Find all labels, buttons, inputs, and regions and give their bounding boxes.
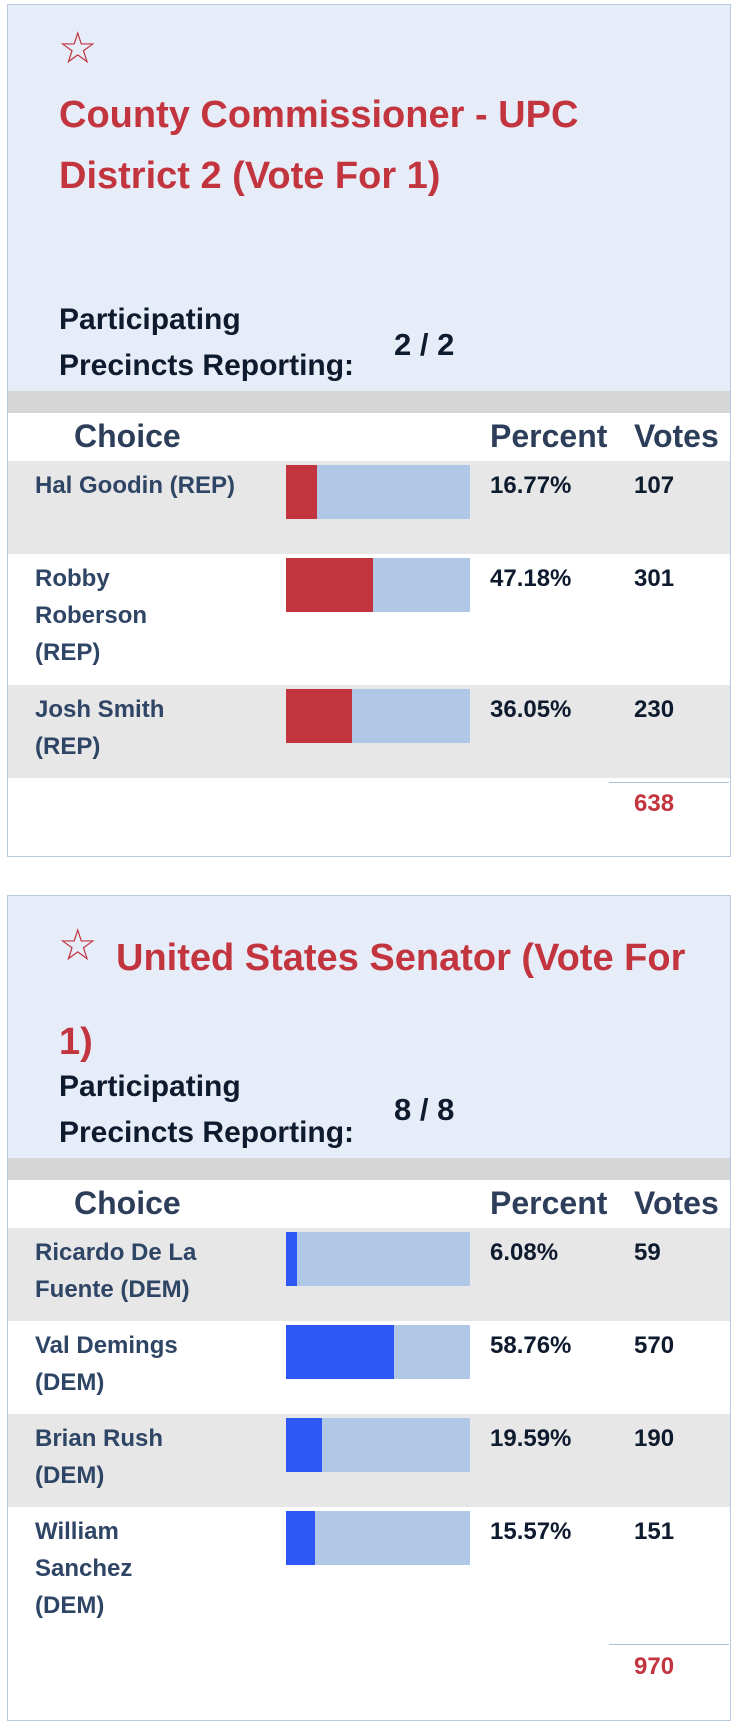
header-divider: [8, 391, 730, 413]
candidate-name: Brian Rush (DEM): [35, 1425, 164, 1489]
table-row: Robby Roberson (REP) 47.18% 301: [8, 554, 730, 685]
race-header: ☆ County Commissioner - UPC District 2 (…: [8, 5, 730, 391]
candidate-votes: 190: [634, 1425, 675, 1452]
header-divider: [8, 1158, 730, 1180]
candidate-percent: 47.18%: [490, 565, 572, 592]
vote-share-bar: [286, 558, 470, 612]
vote-share-bar: [286, 1325, 470, 1379]
candidate-percent: 36.05%: [490, 696, 572, 723]
table-row: Brian Rush (DEM) 19.59% 190: [8, 1414, 730, 1507]
candidate-name: Hal Goodin (REP): [35, 472, 235, 499]
precincts-reporting-value: 8 / 8: [394, 1092, 455, 1127]
race-title: United States Senator (Vote For 1): [59, 937, 686, 1063]
table-row: William Sanchez (DEM) 15.57% 151: [8, 1507, 730, 1638]
candidate-percent: 19.59%: [490, 1425, 572, 1452]
candidate-votes: 301: [634, 565, 675, 592]
column-header-votes: Votes: [634, 418, 719, 454]
vote-share-bar: [286, 689, 470, 743]
vote-share-fill: [286, 1325, 395, 1379]
candidate-name: Robby Roberson (REP): [35, 565, 148, 666]
candidate-name: Ricardo De La Fuente (DEM): [35, 1239, 197, 1303]
candidate-name: Val Demings (DEM): [35, 1332, 178, 1396]
race-header: ☆ United States Senator (Vote For 1) Par…: [8, 896, 730, 1158]
precincts-reporting-value: 2 / 2: [394, 327, 455, 362]
column-header-votes: Votes: [634, 1185, 719, 1221]
column-header-choice: Choice: [74, 1185, 181, 1221]
vote-share-fill: [286, 1511, 315, 1565]
candidate-votes: 570: [634, 1332, 675, 1359]
vote-share-fill: [286, 689, 353, 743]
candidate-percent: 16.77%: [490, 472, 572, 499]
vote-share-bar: [286, 1511, 470, 1565]
vote-share-fill: [286, 558, 373, 612]
vote-share-fill: [286, 1418, 323, 1472]
vote-share-bar: [286, 1418, 470, 1472]
favorite-star-icon[interactable]: ☆: [58, 921, 98, 970]
table-row: Josh Smith (REP) 36.05% 230: [8, 685, 730, 778]
participating-label: Participating Precincts Reporting:: [59, 1070, 355, 1149]
vote-share-bar: [286, 1232, 470, 1286]
candidate-percent: 58.76%: [490, 1332, 572, 1359]
vote-share-fill: [286, 465, 317, 519]
candidate-percent: 15.57%: [490, 1518, 572, 1545]
table-row: Hal Goodin (REP) 16.77% 107: [8, 461, 730, 554]
table-row: Val Demings (DEM) 58.76% 570: [8, 1321, 730, 1414]
participating-label: Participating Precincts Reporting:: [59, 303, 355, 382]
candidate-name: William Sanchez (DEM): [35, 1518, 133, 1619]
total-divider: [609, 1644, 729, 1645]
candidate-votes: 151: [634, 1518, 675, 1545]
column-header-percent: Percent: [490, 418, 608, 454]
total-divider: [609, 782, 729, 783]
candidate-name: Josh Smith (REP): [35, 696, 165, 760]
vote-share-bar: [286, 465, 470, 519]
total-votes: 638: [634, 790, 675, 817]
total-votes: 970: [634, 1653, 675, 1680]
race-card-county-commissioner: ☆ County Commissioner - UPC District 2 (…: [7, 4, 731, 857]
favorite-star-icon[interactable]: ☆: [58, 24, 98, 73]
column-header-percent: Percent: [490, 1185, 608, 1221]
race-card-us-senator: ☆ United States Senator (Vote For 1) Par…: [7, 895, 731, 1721]
column-header-choice: Choice: [74, 418, 181, 454]
candidate-votes: 230: [634, 696, 675, 723]
race-title: County Commissioner - UPC District 2 (Vo…: [59, 94, 579, 197]
candidate-percent: 6.08%: [490, 1239, 559, 1266]
candidate-votes: 59: [634, 1239, 661, 1266]
vote-share-fill: [286, 1232, 298, 1286]
candidate-votes: 107: [634, 472, 675, 499]
table-row: Ricardo De La Fuente (DEM) 6.08% 59: [8, 1228, 730, 1321]
